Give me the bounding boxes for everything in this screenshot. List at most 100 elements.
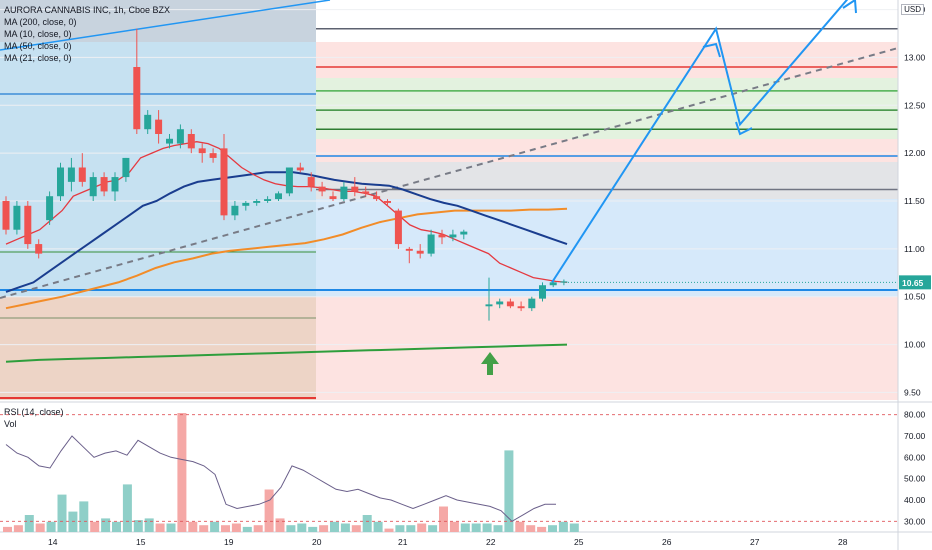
rsi-tick-label: 70.00: [904, 431, 926, 441]
legend-ma21: MA (21, close, 0): [4, 53, 72, 63]
volume-bar: [242, 526, 252, 532]
candle-body: [111, 177, 119, 192]
candle-body: [329, 196, 337, 200]
volume-bar: [166, 523, 176, 532]
volume-bar: [177, 413, 187, 532]
volume-bar: [253, 525, 263, 532]
volume-bars: [3, 413, 579, 532]
volume-bar: [101, 518, 111, 532]
projection-arrowhead: [842, 0, 857, 14]
candle-body: [405, 248, 413, 251]
volume-bar: [112, 521, 121, 532]
volume-bar: [569, 523, 579, 532]
candle-body: [416, 250, 424, 254]
time-tick-label: 27: [750, 537, 760, 547]
currency-label[interactable]: USD: [901, 4, 924, 15]
candle-body: [144, 114, 152, 130]
candle-body: [166, 138, 173, 144]
price-tick-label: 11.50: [904, 196, 925, 206]
volume-bar: [24, 515, 34, 532]
time-tick-label: 22: [486, 537, 496, 547]
volume-bar: [384, 528, 394, 532]
candle-body: [35, 244, 43, 254]
legend-ma200: MA (200, close, 0): [4, 17, 77, 27]
candle-body: [13, 205, 21, 230]
volume-bar: [515, 521, 525, 532]
candle-body: [231, 205, 239, 216]
candle-body: [46, 196, 54, 221]
volume-bar: [537, 526, 547, 532]
rsi-line: [5, 435, 556, 522]
rsi-tick-label: 30.00: [904, 516, 926, 526]
candle-body: [89, 177, 97, 197]
rsi-legend: RSI (14, close) Vol: [4, 406, 64, 430]
candle-body: [528, 298, 536, 309]
rsi-tick-label: 40.00: [904, 495, 926, 505]
candle-body: [24, 205, 32, 245]
candle-body: [496, 301, 504, 305]
legend-ma10: MA (10, close, 0): [4, 29, 72, 39]
volume-bar: [79, 501, 89, 532]
candle-body: [560, 281, 568, 283]
volume-bar: [308, 526, 318, 532]
candle-body: [307, 177, 315, 187]
volume-bar: [210, 521, 220, 532]
rsi-tick-label: 50.00: [904, 474, 926, 484]
volume-bar: [395, 525, 405, 532]
candle-body: [549, 282, 557, 286]
volume-bar: [460, 523, 470, 532]
candle-body: [155, 119, 163, 134]
volume-bar: [13, 525, 23, 532]
candle-body: [362, 191, 370, 194]
last-price-label: 10.65: [902, 278, 924, 288]
volume-bar: [144, 518, 154, 532]
candle-body: [449, 234, 457, 238]
volume-bar: [68, 511, 78, 532]
volume-bar: [406, 525, 416, 532]
chart-legend: AURORA CANNABIS INC, 1h, Cboe BZX MA (20…: [4, 4, 170, 64]
candle-body: [133, 67, 141, 130]
projection-path: [551, 0, 849, 283]
volume-bar: [231, 523, 241, 532]
volume-bar: [46, 521, 56, 532]
candle-body: [506, 301, 514, 307]
volume-bar: [264, 489, 274, 532]
price-tick-label: 13.00: [904, 52, 926, 62]
time-tick-label: 15: [136, 537, 146, 547]
price-tick-label: 12.00: [904, 148, 926, 158]
volume-bar: [373, 521, 383, 532]
candle-body: [438, 234, 446, 238]
candle-body: [78, 167, 86, 182]
volume-bar: [330, 521, 339, 532]
legend-vol: Vol: [4, 419, 17, 429]
projection-arrowhead: [735, 121, 753, 136]
volume-bar: [319, 525, 329, 532]
buy-arrow-icon: [481, 352, 499, 375]
trend-line: [0, 47, 899, 299]
volume-bar: [417, 523, 427, 532]
volume-bar: [449, 521, 459, 532]
volume-bar: [199, 525, 209, 532]
volume-bar: [482, 523, 492, 532]
volume-bar: [428, 525, 438, 532]
volume-bar: [188, 521, 198, 532]
time-axis: 14 15 19 20 21 22 25 26 27 28: [48, 537, 848, 547]
candle-body: [176, 129, 184, 144]
time-tick-label: 19: [224, 537, 234, 547]
price-tick-label: 11.00: [904, 244, 925, 254]
volume-bar: [57, 494, 67, 532]
legend-ma50: MA (50, close, 0): [4, 41, 72, 51]
zone-tan-left: [0, 297, 316, 400]
candle-body: [275, 193, 282, 200]
rsi-tick-label: 60.00: [904, 452, 926, 462]
candle-body: [67, 167, 75, 182]
grid: [0, 9, 898, 393]
volume-bar: [558, 521, 568, 532]
candle-body: [351, 186, 359, 192]
candle-body: [340, 186, 348, 200]
candle-body: [296, 167, 304, 171]
price-tick-label: 12.50: [904, 100, 926, 110]
candle-body: [253, 201, 261, 203]
ma200-line: [5, 343, 568, 363]
